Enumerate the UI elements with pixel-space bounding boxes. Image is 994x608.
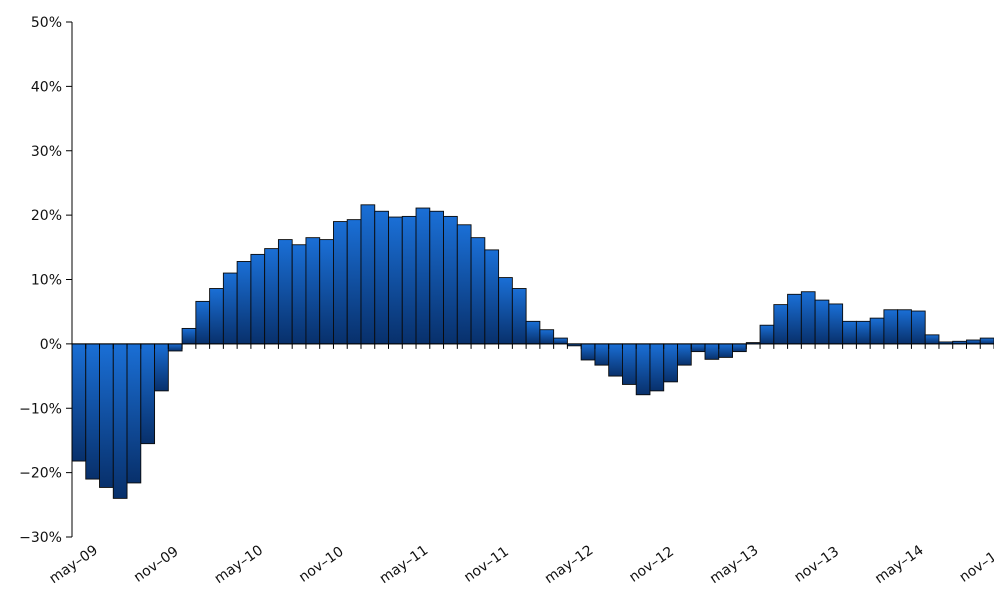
bar-jun-14 — [910, 310, 926, 345]
bar-apr-12 — [553, 337, 568, 345]
bar-oct-12 — [635, 343, 651, 396]
y-tick-label: 0% — [40, 337, 62, 353]
bar-jul-10 — [264, 248, 279, 345]
bar-aug-09 — [112, 343, 128, 499]
bar-dec-09 — [167, 343, 183, 352]
bar-jul-09 — [99, 343, 114, 488]
bar-may-09 — [71, 343, 87, 462]
bar-dec-13 — [828, 303, 844, 345]
bar-sep-09 — [126, 343, 142, 484]
x-tick-label: may–11 — [377, 542, 431, 587]
bar-oct-09 — [140, 343, 156, 445]
bar-jul-12 — [594, 343, 610, 366]
x-tick-label: may–10 — [212, 542, 266, 587]
x-tick-label: may–13 — [707, 542, 761, 587]
x-tick-label: may–12 — [542, 542, 596, 587]
bar-oct-10 — [305, 237, 321, 345]
bar-mar-12 — [539, 329, 555, 345]
bar-apr-10 — [222, 272, 238, 345]
bar-dec-12 — [663, 343, 678, 383]
bar-jan-11 — [346, 219, 362, 345]
bar-aug-11 — [443, 215, 458, 345]
bar-feb-10 — [195, 300, 211, 345]
x-tick-label: nov–09 — [131, 544, 182, 586]
bar-mar-11 — [374, 210, 389, 345]
x-tick-label: nov–12 — [626, 544, 677, 586]
bar-apr-11 — [388, 216, 403, 345]
bar-oct-13 — [800, 291, 816, 345]
bar-mar-13 — [704, 343, 720, 360]
y-tick-label: −30% — [19, 530, 62, 546]
bar-mar-14 — [869, 317, 885, 345]
bar-may-10 — [236, 261, 252, 345]
bar-aug-10 — [277, 239, 293, 345]
bar-jan-14 — [842, 320, 857, 345]
bar-aug-12 — [608, 343, 623, 377]
x-tick-label: may–09 — [46, 542, 100, 587]
bar-jan-12 — [511, 288, 527, 345]
bar-sep-11 — [456, 224, 472, 345]
y-tick-label: 30% — [31, 144, 62, 160]
bar-feb-11 — [360, 204, 376, 345]
bar-oct-11 — [470, 237, 486, 345]
bar-nov-10 — [319, 239, 334, 345]
bar-aug-13 — [773, 304, 789, 345]
bar-feb-13 — [690, 343, 706, 353]
bar-nov-12 — [649, 343, 665, 392]
bar-nov-09 — [154, 343, 169, 392]
bar-jul-14 — [924, 334, 940, 345]
bar-may-13 — [732, 343, 747, 353]
axes-layer — [66, 21, 994, 538]
bar-jun-09 — [85, 343, 100, 480]
bar-nov-13 — [814, 299, 830, 345]
bar-nov-14 — [979, 337, 994, 345]
bar-mar-10 — [209, 288, 224, 345]
bar-jun-10 — [250, 253, 266, 345]
y-tick-label: 10% — [31, 273, 62, 289]
bar-nov-11 — [484, 249, 500, 345]
bar-sep-13 — [787, 293, 802, 345]
bar-jan-13 — [677, 343, 692, 366]
y-tick-label: −10% — [19, 401, 62, 417]
bar-dec-11 — [498, 277, 513, 345]
x-tick-label: may–14 — [872, 542, 927, 587]
y-tick-label: 20% — [31, 208, 62, 224]
bar-jun-12 — [580, 343, 596, 361]
bar-jun-11 — [415, 207, 431, 345]
x-tick-label: nov–14 — [957, 544, 994, 586]
bar-jan-10 — [181, 327, 197, 345]
bar-jul-13 — [759, 324, 775, 345]
bar-sep-10 — [291, 244, 307, 345]
bar-may-11 — [401, 215, 417, 345]
bar-jul-11 — [429, 210, 445, 345]
bar-oct-14 — [966, 339, 981, 345]
bars-layer — [71, 204, 994, 499]
bar-dec-10 — [333, 221, 348, 345]
bar-apr-13 — [718, 343, 733, 358]
y-tick-label: 50% — [31, 15, 62, 31]
y-tick-label: −20% — [19, 466, 62, 482]
bar-feb-12 — [525, 320, 541, 345]
x-tick-label: nov–10 — [296, 544, 347, 586]
x-tick-label: nov–13 — [792, 544, 843, 586]
bar-sep-12 — [622, 343, 637, 385]
y-tick-label: 40% — [31, 79, 62, 95]
x-tick-label: nov–11 — [461, 544, 512, 586]
bar-may-14 — [897, 309, 912, 345]
bar-feb-14 — [855, 320, 871, 345]
bar-apr-14 — [883, 309, 899, 345]
